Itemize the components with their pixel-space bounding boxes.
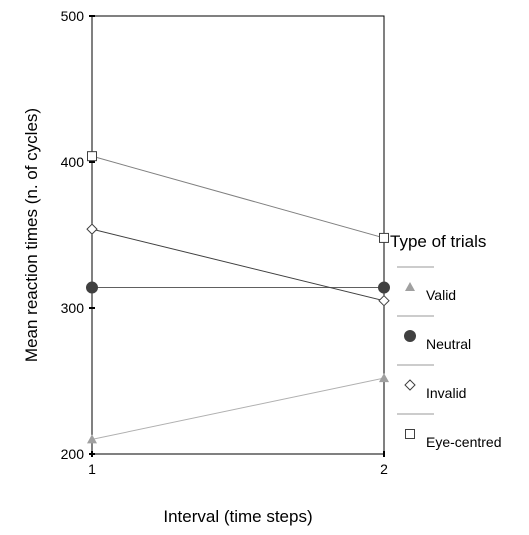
data-point-invalid [86, 223, 98, 235]
legend-marker-eye-centred [405, 429, 415, 439]
data-point-neutral [86, 281, 98, 294]
y-tick-label: 300 [61, 300, 85, 316]
data-point-neutral [378, 281, 390, 294]
legend-title: Type of trials [390, 232, 486, 251]
x-axis-label: Interval (time steps) [163, 507, 312, 526]
data-point-eye-centred [87, 151, 97, 162]
x-tick-label: 1 [88, 461, 96, 477]
legend-label-eye-centred: Eye-centred [426, 434, 501, 450]
legend-marker-valid [405, 282, 415, 291]
y-axis-ticks: 200 300 400 500 [61, 8, 95, 462]
legend-marker-invalid [404, 379, 416, 391]
legend: Type of trials Valid Neutral Invalid Eye-ce… [390, 232, 501, 450]
y-tick-label: 200 [61, 446, 85, 462]
series-markers [86, 151, 390, 444]
series-line-eye-centred [91, 155, 385, 239]
data-point-invalid [378, 294, 390, 307]
y-tick-label: 400 [61, 154, 85, 170]
y-tick-label: 500 [61, 8, 85, 24]
legend-label-invalid: Invalid [426, 385, 466, 401]
legend-label-valid: Valid [426, 287, 456, 303]
data-point-valid [87, 434, 97, 444]
series-line-invalid [91, 228, 385, 302]
y-axis-label: Mean reaction times (n. of cycles) [22, 108, 41, 362]
x-tick-label: 2 [380, 461, 388, 477]
series-line-valid [91, 377, 385, 440]
legend-label-neutral: Neutral [426, 336, 471, 352]
plot-area [91, 15, 385, 455]
legend-marker-neutral [404, 330, 416, 342]
data-point-valid [379, 373, 389, 383]
data-point-eye-centred [379, 232, 389, 243]
series-lines [91, 155, 385, 440]
